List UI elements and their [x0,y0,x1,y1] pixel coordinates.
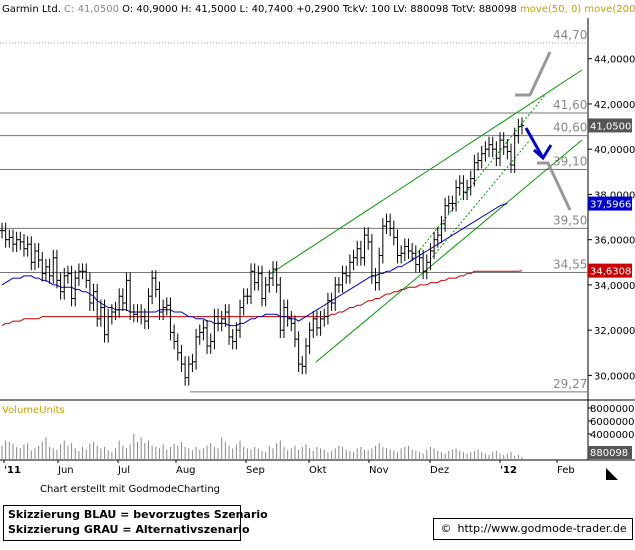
volume-tick-label-1: 6000000 [590,417,635,428]
y-tick-label-1: 42,0000 [594,100,635,111]
volume-tick-label-0: 8000000 [590,404,635,415]
x-tick-label-1: Jun [57,465,74,476]
y-tick-label-0: 44,0000 [594,55,635,66]
last-price-box [588,118,632,133]
y-tick-label-3: 38,0000 [594,190,635,201]
header-field-9: move(50, 0) [520,4,584,15]
url-box[interactable]: © http://www.godmode-trader.de [433,518,633,540]
x-tick-label-2: Jul [117,465,130,476]
header-field-1: C: 41,0500 [64,4,122,15]
y-tick-label-2: 40,0000 [594,145,635,156]
header-field-8: TotV: 880098 [451,4,520,15]
last-price-label: 41,0500 [590,121,631,132]
x-tick-label-9: Feb [557,465,575,476]
level-label-2: 40,60 [553,121,587,135]
volume-label: VolumeUnits [2,405,65,416]
header-field-5: +0,2900 [296,4,343,15]
x-tick-label-0: '11 [4,465,21,476]
scenario-legend: Skizzierung BLAU = bevorzugtes Szenario … [3,505,268,541]
scroll-arrow-icon [606,468,618,480]
level-label-1: 41,60 [553,98,587,112]
x-tick-label-3: Aug [176,465,196,476]
x-tick-label-8: '12 [500,465,517,476]
channel-dotted-line-1 [409,94,546,263]
ma50-value-box [588,196,632,211]
ma50-value-label: 37,5966 [590,200,631,211]
x-tick-label-7: Dez [430,465,449,476]
level-label-0: 44,70 [553,28,587,42]
level-label-4: 39,50 [553,213,587,227]
header-line: Garmin Ltd. C: 41,0500 O: 40,9000 H: 41,… [2,4,635,15]
ma200-value-box [588,263,632,278]
y-tick-label-6: 32,0000 [594,326,635,337]
x-tick-label-6: Nov [369,465,389,476]
copyright-icon: © [440,522,452,535]
x-tick-label-5: Okt [309,465,327,476]
ma200-value-label: 34,6308 [590,267,631,278]
price-chart: Garmin Ltd. C: 41,0500 O: 40,9000 H: 41,… [0,4,635,480]
gray-scenario-up [515,51,552,97]
legend-blue-text: Skizzierung BLAU = bevorzugtes Szenario [8,508,268,521]
y-tick-label-4: 36,0000 [594,236,635,247]
header-field-10: move(200, 0) [584,4,635,15]
header-field-2: O: 40,9000 [122,4,181,15]
gray-scenario-down [537,161,572,211]
y-tick-label-7: 30,0000 [594,371,635,382]
blue-scenario-arrowhead [533,144,553,161]
x-tick-label-4: Sep [246,465,265,476]
y-tick-label-5: 34,0000 [594,281,635,292]
volume-last-box [588,446,632,459]
level-label-6: 29,27 [553,377,587,391]
credit-text: Chart erstellt mit GodmodeCharting [40,484,220,495]
blue-scenario-line [524,127,545,159]
header-field-0: Garmin Ltd. [2,4,64,15]
url-link[interactable]: http://www.godmode-trader.de [457,522,627,535]
volume-tick-label-2: 4000000 [590,430,635,441]
channel-upper-line [269,69,583,275]
header-field-7: LV: 880098 [393,4,451,15]
level-label-5: 34,55 [553,257,587,271]
level-label-3: 39,10 [553,155,587,169]
channel-lower-line [315,139,583,363]
header-field-4: L: 40,7400 [240,4,297,15]
header-field-3: H: 41,5000 [181,4,240,15]
header-field-6: TckV: 100 [342,4,394,15]
volume-last-label: 880098 [590,448,628,459]
legend-gray-text: Skizzierung GRAU = Alternativszenario [8,523,250,536]
